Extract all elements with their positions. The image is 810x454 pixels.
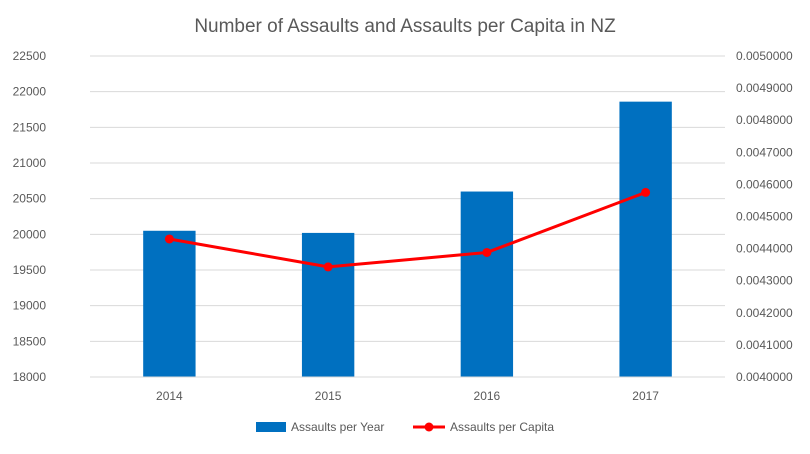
left-tick-label: 22000 bbox=[13, 85, 47, 99]
left-tick-label: 20000 bbox=[13, 227, 47, 241]
left-tick-label: 21000 bbox=[13, 156, 47, 170]
right-tick-label: 0.0046000 bbox=[736, 177, 793, 191]
line-point bbox=[482, 247, 492, 257]
right-tick-label: 0.0047000 bbox=[736, 145, 793, 159]
legend-label: Assaults per Capita bbox=[450, 420, 554, 434]
bar bbox=[143, 230, 196, 377]
left-tick-label: 19000 bbox=[13, 299, 47, 313]
right-tick-label: 0.0049000 bbox=[736, 81, 793, 95]
line-series bbox=[164, 187, 651, 272]
legend-swatch-bar bbox=[256, 422, 286, 432]
x-tick-label: 2015 bbox=[315, 389, 342, 403]
line-path bbox=[169, 191, 647, 269]
right-axis: 0.0040000 0.0041000 0.0042000 0.0043000 0.00… bbox=[736, 49, 793, 384]
left-tick-label: 18500 bbox=[13, 334, 47, 348]
right-tick-label: 0.0041000 bbox=[736, 338, 793, 352]
right-tick-label: 0.0040000 bbox=[736, 370, 793, 384]
right-tick-label: 0.0050000 bbox=[736, 49, 793, 63]
line-point bbox=[641, 187, 651, 197]
bar bbox=[460, 191, 514, 377]
line-point bbox=[323, 262, 333, 272]
right-tick-label: 0.0048000 bbox=[736, 113, 793, 127]
left-tick-label: 22500 bbox=[13, 49, 47, 63]
x-tick-label: 2016 bbox=[474, 389, 501, 403]
left-axis: 18000 18500 19000 19500 20000 20500 21000 21500… bbox=[13, 49, 47, 384]
right-tick-label: 0.0044000 bbox=[736, 242, 793, 256]
chart-title: Number of Assaults and Assaults per Capi… bbox=[194, 16, 616, 37]
x-tick-label: 2014 bbox=[156, 389, 183, 403]
right-tick-label: 0.0042000 bbox=[736, 306, 793, 320]
line-point bbox=[164, 234, 174, 244]
left-tick-label: 19500 bbox=[13, 263, 47, 277]
bar bbox=[301, 232, 355, 377]
x-axis: 2014 2015 2016 2017 bbox=[90, 376, 725, 403]
legend: Assaults per Year Assaults per Capita bbox=[256, 420, 554, 434]
left-tick-label: 21500 bbox=[13, 120, 47, 134]
right-tick-label: 0.0045000 bbox=[736, 210, 793, 224]
left-tick-label: 20500 bbox=[13, 192, 47, 206]
left-tick-label: 18000 bbox=[13, 370, 47, 384]
bar bbox=[619, 101, 672, 378]
x-tick-label: 2017 bbox=[632, 389, 659, 403]
bar-series bbox=[143, 101, 672, 378]
gridlines bbox=[90, 55, 725, 378]
legend-label: Assaults per Year bbox=[291, 420, 384, 434]
right-tick-label: 0.0043000 bbox=[736, 274, 793, 288]
legend-swatch-marker bbox=[424, 422, 434, 432]
